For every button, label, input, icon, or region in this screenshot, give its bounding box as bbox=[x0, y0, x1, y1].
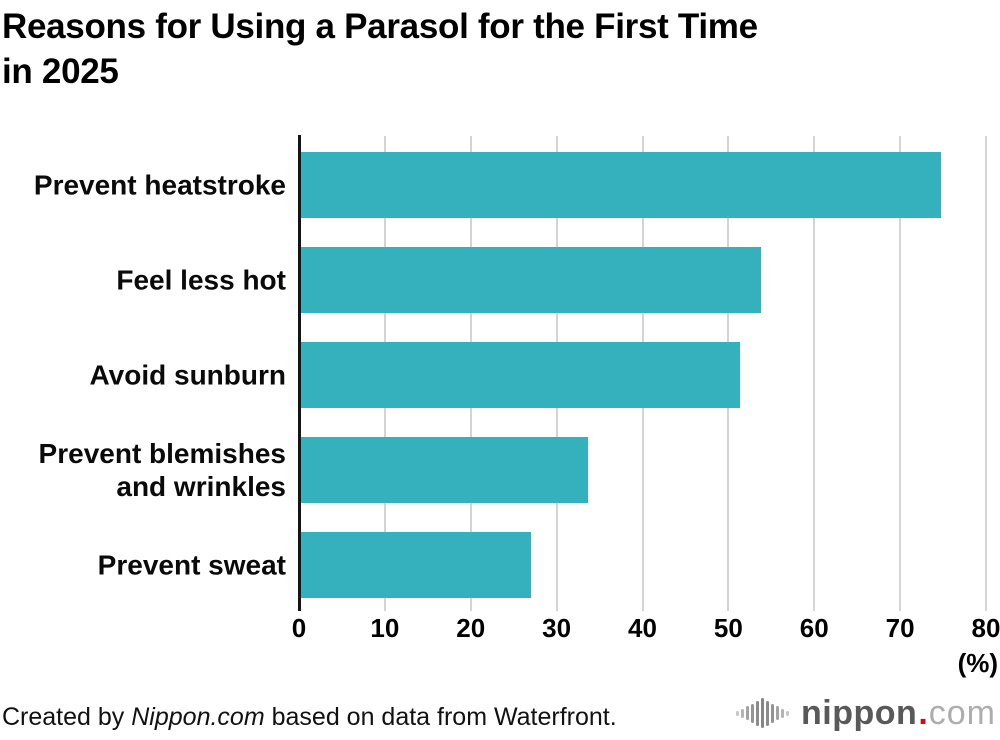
logo-text-nippon: nippon bbox=[801, 693, 918, 732]
bar-0 bbox=[300, 152, 942, 218]
soundwave-bar bbox=[741, 708, 745, 718]
x-tick-label-50: 50 bbox=[713, 613, 743, 643]
chart-title-line1: Reasons for Using a Parasol for the Firs… bbox=[2, 7, 758, 46]
soundwave-bar bbox=[751, 703, 755, 723]
bar-2 bbox=[300, 342, 740, 408]
soundwave-bar bbox=[736, 710, 740, 716]
soundwave-bar bbox=[766, 700, 770, 726]
soundwave-bar bbox=[761, 698, 765, 728]
category-label-0: Prevent heatstroke bbox=[33, 169, 286, 201]
credit-source: Nippon.com bbox=[131, 703, 265, 731]
category-label-3: Prevent blemishes and wrinkles bbox=[38, 438, 286, 502]
credit-line: Created by Nippon.com based on data from… bbox=[2, 703, 617, 732]
soundwave-bar bbox=[771, 703, 775, 723]
credit-suffix: based on data from Waterfront. bbox=[264, 703, 617, 731]
x-tick-label-10: 10 bbox=[370, 613, 400, 643]
logo-text-com: com bbox=[928, 693, 996, 732]
y-axis-line bbox=[298, 135, 301, 611]
x-tick-label-0: 0 bbox=[291, 613, 307, 643]
x-tick-label-20: 20 bbox=[456, 613, 486, 643]
category-label-2: Avoid sunburn bbox=[89, 359, 286, 391]
x-tick-label-40: 40 bbox=[628, 613, 657, 643]
soundwave-bar bbox=[746, 706, 750, 720]
credit-prefix: Created by bbox=[2, 703, 132, 731]
bar-3 bbox=[300, 437, 589, 503]
category-label-1: Feel less hot bbox=[116, 264, 286, 296]
axis-unit-label: (%) bbox=[957, 648, 998, 678]
x-tick-label-60: 60 bbox=[799, 613, 829, 643]
gridline-70 bbox=[899, 136, 902, 611]
chart-title-line2: in 2025 bbox=[2, 52, 119, 91]
x-tick-label-80: 80 bbox=[971, 613, 1000, 643]
gridline-80 bbox=[985, 136, 987, 611]
gridline-60 bbox=[813, 136, 816, 611]
soundwave-bars-icon bbox=[736, 697, 791, 729]
category-label-4: Prevent sweat bbox=[97, 549, 286, 581]
soundwave-bar bbox=[776, 706, 780, 720]
bar-4 bbox=[300, 532, 531, 598]
chart-title: Reasons for Using a Parasol for the Firs… bbox=[2, 4, 758, 94]
soundwave-bar bbox=[756, 700, 760, 726]
bar-1 bbox=[300, 247, 761, 313]
x-tick-label-70: 70 bbox=[885, 613, 915, 643]
soundwave-bar bbox=[781, 708, 785, 718]
nippon-logo: nippon . com bbox=[736, 690, 996, 736]
soundwave-bar bbox=[786, 710, 790, 716]
x-tick-label-30: 30 bbox=[542, 613, 572, 643]
logo-red-dot: . bbox=[918, 693, 928, 732]
